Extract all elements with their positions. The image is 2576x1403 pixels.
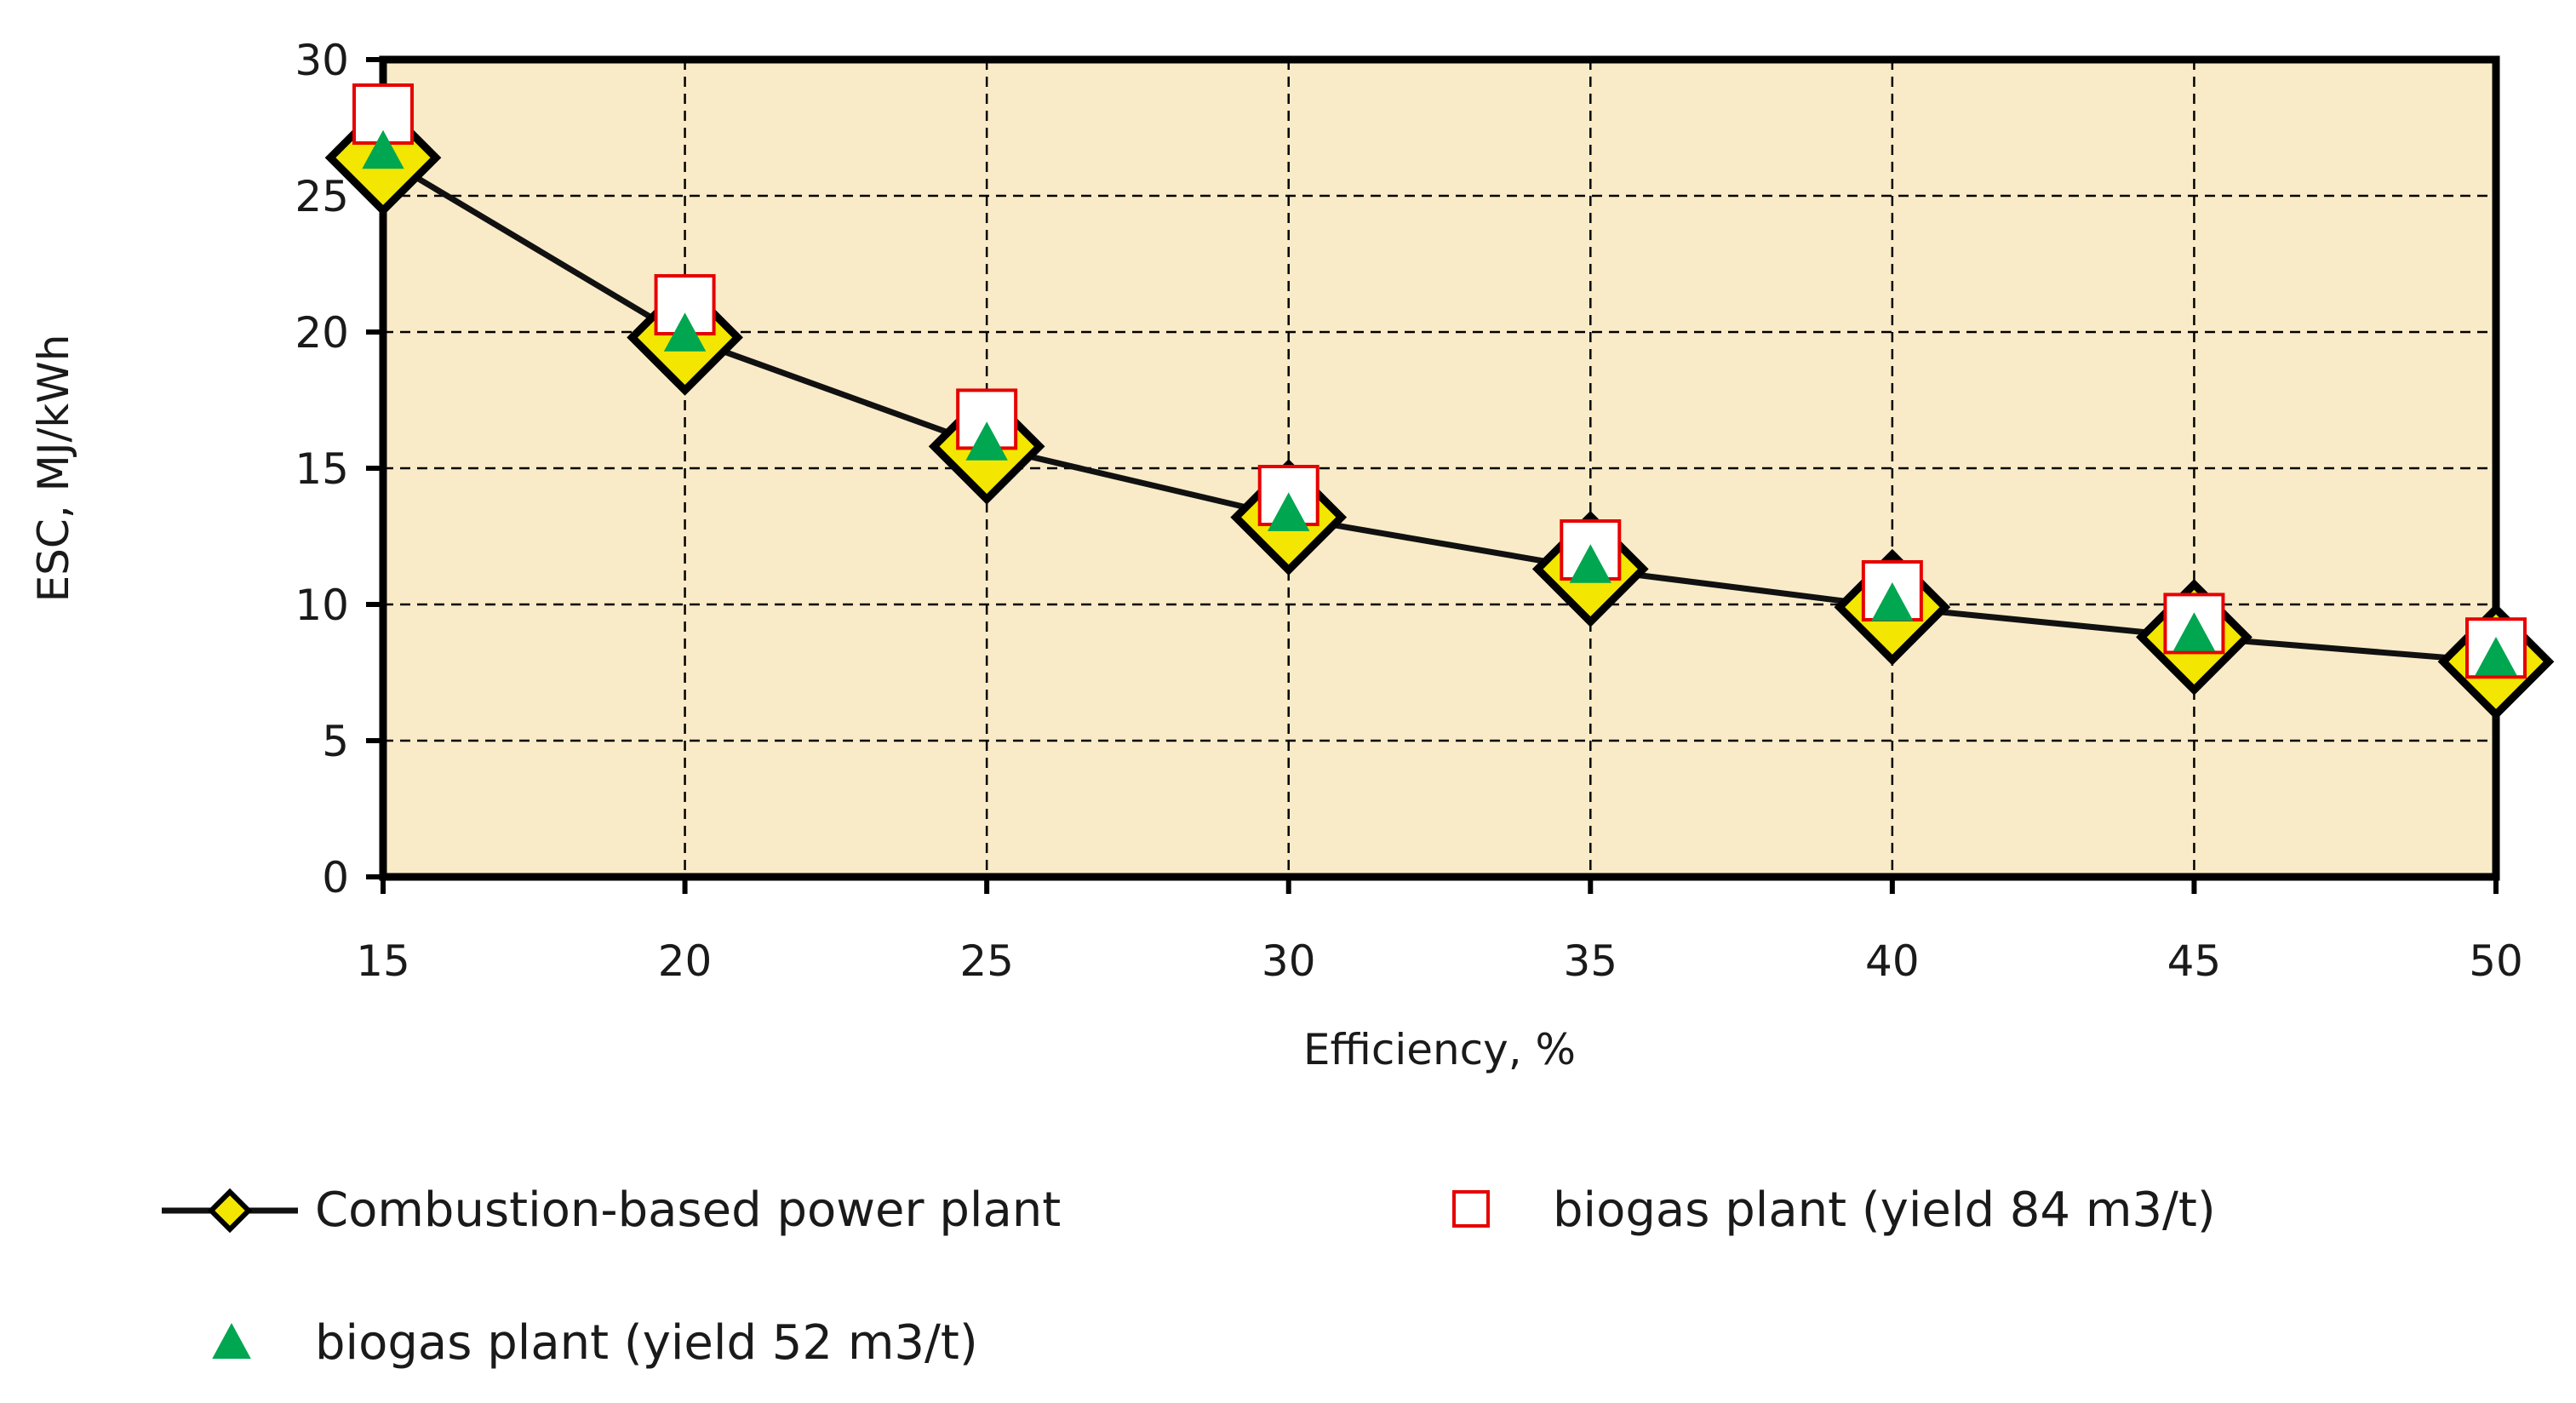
data-point-triangle <box>1871 582 1914 621</box>
x-tick-label: 40 <box>1865 936 1920 986</box>
x-tick-label: 45 <box>2167 936 2222 986</box>
legend-label-biogas-84: biogas plant (yield 84 m3/t) <box>1553 1183 2216 1238</box>
legend-label-biogas-52: biogas plant (yield 52 m3/t) <box>315 1315 978 1371</box>
data-point-triangle <box>965 421 1008 461</box>
x-tick-label: 30 <box>1262 936 1316 986</box>
x-tick-label: 15 <box>356 936 410 986</box>
data-point-triangle <box>1569 544 1611 583</box>
x-axis-title: Efficiency, % <box>1303 1025 1576 1074</box>
y-tick-label: 20 <box>295 308 349 358</box>
legend-label-combustion: Combustion-based power plant <box>315 1183 1061 1238</box>
y-tick-label: 10 <box>295 581 349 630</box>
legend-triangle-icon <box>212 1323 251 1359</box>
y-tick-label: 25 <box>295 172 349 221</box>
x-tick-label: 50 <box>2469 936 2523 986</box>
y-axis-title: ESC, MJ/kWh <box>29 335 78 603</box>
data-point-triangle <box>2172 612 2216 651</box>
y-tick-label: 0 <box>322 853 349 902</box>
data-point-triangle <box>1268 492 1310 531</box>
y-tick-label: 15 <box>295 444 349 494</box>
x-tick-label: 25 <box>959 936 1014 986</box>
y-tick-label: 5 <box>322 717 349 766</box>
y-tick-label: 30 <box>295 36 349 85</box>
legend-diamond-icon <box>207 1188 253 1234</box>
legend-square-icon <box>1452 1190 1490 1228</box>
x-tick-label: 20 <box>658 936 713 986</box>
data-point-triangle <box>2475 637 2517 676</box>
data-point-triangle <box>663 312 707 352</box>
data-point-triangle <box>362 129 404 169</box>
x-tick-label: 35 <box>1563 936 1617 986</box>
